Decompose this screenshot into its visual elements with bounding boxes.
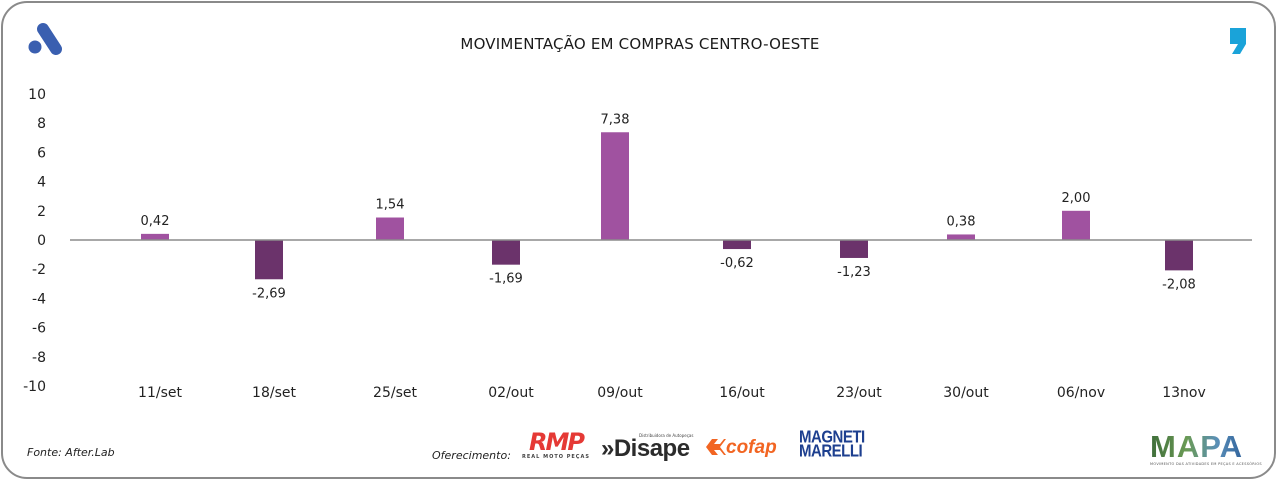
data-labels: 0,42 -2,69 1,54 -1,69 7,38 -0,62 -1,23 0,38 2,00… bbox=[141, 112, 1196, 301]
data-label: 7,38 bbox=[601, 112, 630, 127]
bar bbox=[255, 240, 283, 280]
data-label: 2,00 bbox=[1062, 191, 1091, 206]
data-label: -2,69 bbox=[252, 286, 286, 301]
y-axis: 10 8 6 4 2 0 -2 -4 -6 -8 -10 bbox=[23, 87, 46, 395]
x-axis: 11/set 18/set 25/set 02/out 09/out 16/out 23/o… bbox=[138, 385, 1206, 401]
brand-comma-logo-icon bbox=[1230, 28, 1246, 54]
disape-logo-tagline: Distribuidora de Autopeças bbox=[639, 433, 694, 438]
x-tick-label: 16/out bbox=[719, 385, 765, 401]
data-label: -2,08 bbox=[1162, 277, 1196, 292]
y-tick-label: -8 bbox=[32, 350, 46, 366]
data-label: 0,38 bbox=[947, 214, 976, 229]
bar bbox=[376, 217, 404, 240]
bar bbox=[492, 240, 520, 265]
bar bbox=[601, 132, 629, 240]
x-tick-label: 09/out bbox=[597, 385, 643, 401]
y-tick-label: -2 bbox=[32, 262, 46, 278]
rmp-logo-tagline: REAL MOTO PEÇAS bbox=[522, 454, 590, 460]
cofap-x-icon bbox=[706, 439, 726, 455]
cofap-logo: cofap bbox=[706, 430, 794, 466]
cofap-logo-text: cofap bbox=[726, 437, 777, 458]
y-tick-label: -10 bbox=[23, 379, 46, 395]
x-tick-label: 25/set bbox=[373, 385, 417, 401]
data-label: -1,23 bbox=[837, 265, 871, 280]
y-tick-label: 10 bbox=[28, 87, 46, 103]
x-tick-label: 06/nov bbox=[1057, 385, 1105, 401]
x-tick-label: 23/out bbox=[836, 385, 882, 401]
bar bbox=[1165, 240, 1193, 271]
x-tick-label: 02/out bbox=[488, 385, 534, 401]
y-tick-label: 8 bbox=[37, 116, 46, 132]
bars bbox=[141, 132, 1193, 280]
y-tick-label: -4 bbox=[32, 291, 46, 307]
mapa-logo-tagline: MOVIMENTO DAS ATIVIDADES EM PEÇAS E ACES… bbox=[1150, 462, 1262, 466]
brand-a-logo-icon bbox=[28, 23, 62, 55]
disape-logo: Distribuidora de Autopeças »Disape bbox=[601, 430, 693, 466]
source-note: Fonte: After.Lab bbox=[27, 446, 115, 459]
bar bbox=[947, 234, 975, 240]
data-label: -1,69 bbox=[489, 272, 523, 287]
data-label: 1,54 bbox=[376, 198, 405, 213]
y-tick-label: -6 bbox=[32, 321, 46, 337]
bar bbox=[723, 240, 751, 250]
x-tick-label: 13nov bbox=[1162, 385, 1206, 401]
mapa-logo-text: MAPA bbox=[1150, 431, 1254, 462]
magneti-logo-line2: MARELLI bbox=[799, 441, 863, 462]
bar bbox=[840, 240, 868, 258]
rmp-logo-text: RMP bbox=[529, 428, 585, 456]
sponsor-label: Oferecimento: bbox=[432, 449, 511, 462]
data-label: 0,42 bbox=[141, 214, 170, 229]
mapa-logo: MAPA MOVIMENTO DAS ATIVIDADES EM PEÇAS E… bbox=[1150, 431, 1262, 468]
y-tick-label: 6 bbox=[37, 145, 46, 161]
bar bbox=[1062, 210, 1090, 240]
y-tick-label: 0 bbox=[37, 233, 46, 249]
chart-title: MOVIMENTAÇÃO EM COMPRAS CENTRO-OESTE bbox=[460, 35, 820, 53]
magneti-logo-line1: MAGNETI bbox=[799, 427, 865, 448]
x-tick-label: 30/out bbox=[943, 385, 989, 401]
x-tick-label: 18/set bbox=[252, 385, 296, 401]
magneti-marelli-logo: MAGNETI MARELLI bbox=[799, 427, 867, 466]
rmp-logo: RMP REAL MOTO PEÇAS bbox=[520, 430, 592, 466]
x-tick-label: 11/set bbox=[138, 385, 182, 401]
y-tick-label: 2 bbox=[37, 204, 46, 220]
bar bbox=[141, 233, 169, 240]
data-label: -0,62 bbox=[720, 256, 754, 271]
disape-logo-text: »Disape bbox=[601, 435, 690, 462]
y-tick-label: 4 bbox=[37, 175, 46, 191]
